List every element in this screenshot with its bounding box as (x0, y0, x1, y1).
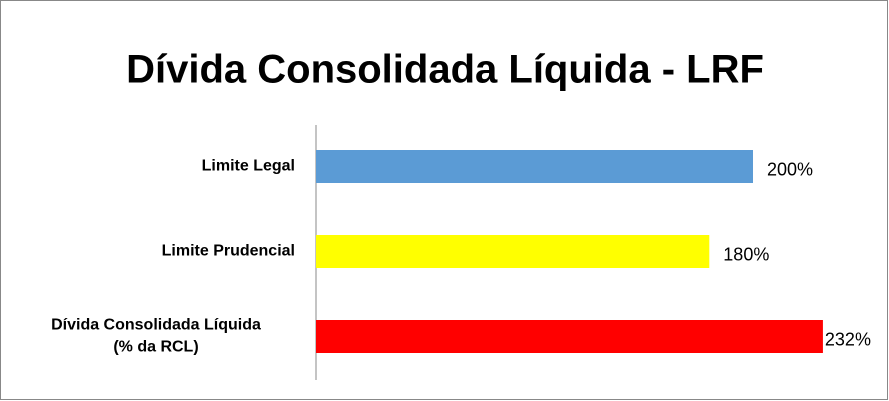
value-label: 180% (723, 244, 769, 264)
bar (316, 150, 753, 183)
category-label: Limite Prudencial (162, 243, 295, 260)
value-label: 200% (767, 159, 813, 179)
value-label: 232% (825, 329, 871, 349)
bar (316, 235, 710, 268)
category-label: Limite Legal (202, 158, 295, 175)
chart-title: Dívida Consolidada Líquida - LRF (126, 48, 764, 92)
category-label: Dívida Consolidada Líquida (% da RCL) (51, 317, 261, 356)
bar (316, 320, 823, 353)
